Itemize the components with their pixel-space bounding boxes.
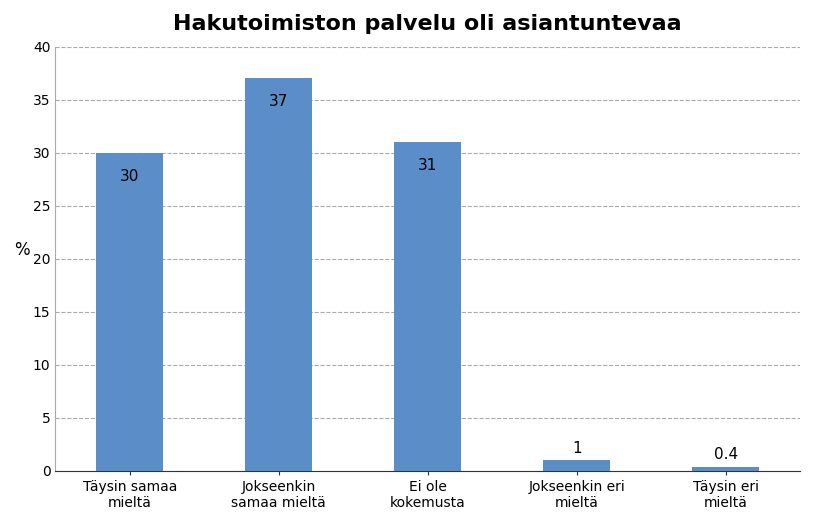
Bar [394,142,462,471]
Title: Hakutoimiston palvelu oli asiantuntevaa: Hakutoimiston palvelu oli asiantuntevaa [173,14,682,34]
Y-axis label: %: % [14,241,29,259]
Bar [543,460,610,471]
Text: 30: 30 [120,169,139,183]
Text: 1: 1 [572,441,581,456]
Text: 37: 37 [269,94,288,110]
Bar [692,467,759,471]
Bar [245,79,313,471]
Bar [96,152,164,471]
Text: 0.4: 0.4 [714,447,737,462]
Text: 31: 31 [418,158,437,173]
